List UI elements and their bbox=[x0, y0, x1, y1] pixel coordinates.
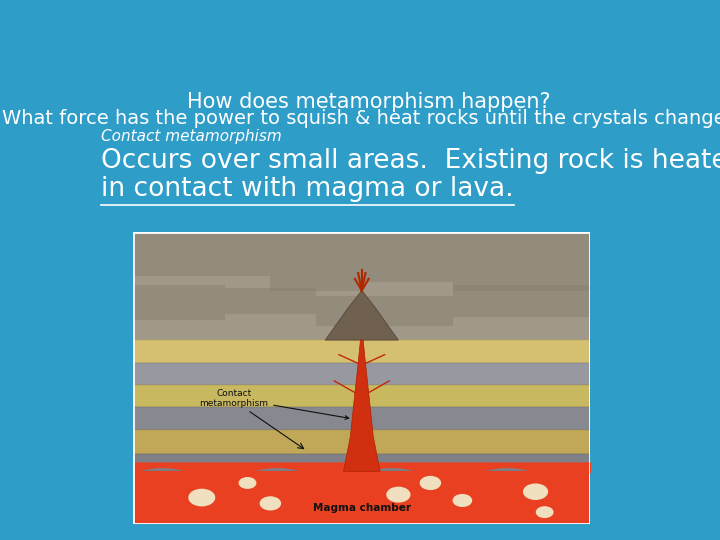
FancyBboxPatch shape bbox=[133, 386, 590, 407]
FancyBboxPatch shape bbox=[133, 407, 590, 430]
FancyBboxPatch shape bbox=[225, 288, 316, 314]
Circle shape bbox=[239, 478, 256, 488]
Text: in contact with magma or lava.: in contact with magma or lava. bbox=[101, 176, 514, 202]
FancyBboxPatch shape bbox=[133, 232, 271, 276]
Circle shape bbox=[189, 489, 215, 506]
Circle shape bbox=[536, 507, 553, 517]
Polygon shape bbox=[343, 340, 380, 471]
FancyBboxPatch shape bbox=[316, 296, 454, 326]
Text: Magma chamber: Magma chamber bbox=[312, 503, 411, 513]
Text: What force has the power to squish & heat rocks until the crystals change?: What force has the power to squish & hea… bbox=[2, 109, 720, 129]
Text: Occurs over small areas.  Existing rock is heated when: Occurs over small areas. Existing rock i… bbox=[101, 148, 720, 174]
Text: Contact
metamorphism: Contact metamorphism bbox=[199, 389, 348, 420]
Polygon shape bbox=[325, 291, 398, 340]
FancyBboxPatch shape bbox=[133, 285, 225, 320]
FancyBboxPatch shape bbox=[454, 232, 590, 291]
FancyBboxPatch shape bbox=[362, 232, 454, 282]
FancyBboxPatch shape bbox=[271, 232, 362, 291]
FancyBboxPatch shape bbox=[133, 363, 590, 386]
Circle shape bbox=[387, 487, 410, 502]
FancyBboxPatch shape bbox=[133, 232, 590, 524]
Text: How does metamorphism happen?: How does metamorphism happen? bbox=[187, 92, 551, 112]
Circle shape bbox=[454, 495, 472, 507]
FancyBboxPatch shape bbox=[133, 471, 590, 524]
Circle shape bbox=[261, 497, 280, 510]
Text: Contact metamorphism: Contact metamorphism bbox=[101, 129, 282, 144]
FancyBboxPatch shape bbox=[133, 232, 590, 340]
FancyBboxPatch shape bbox=[454, 285, 590, 317]
Circle shape bbox=[420, 477, 441, 489]
FancyBboxPatch shape bbox=[133, 454, 590, 471]
FancyBboxPatch shape bbox=[133, 430, 590, 454]
Circle shape bbox=[523, 484, 547, 500]
FancyBboxPatch shape bbox=[133, 340, 590, 363]
